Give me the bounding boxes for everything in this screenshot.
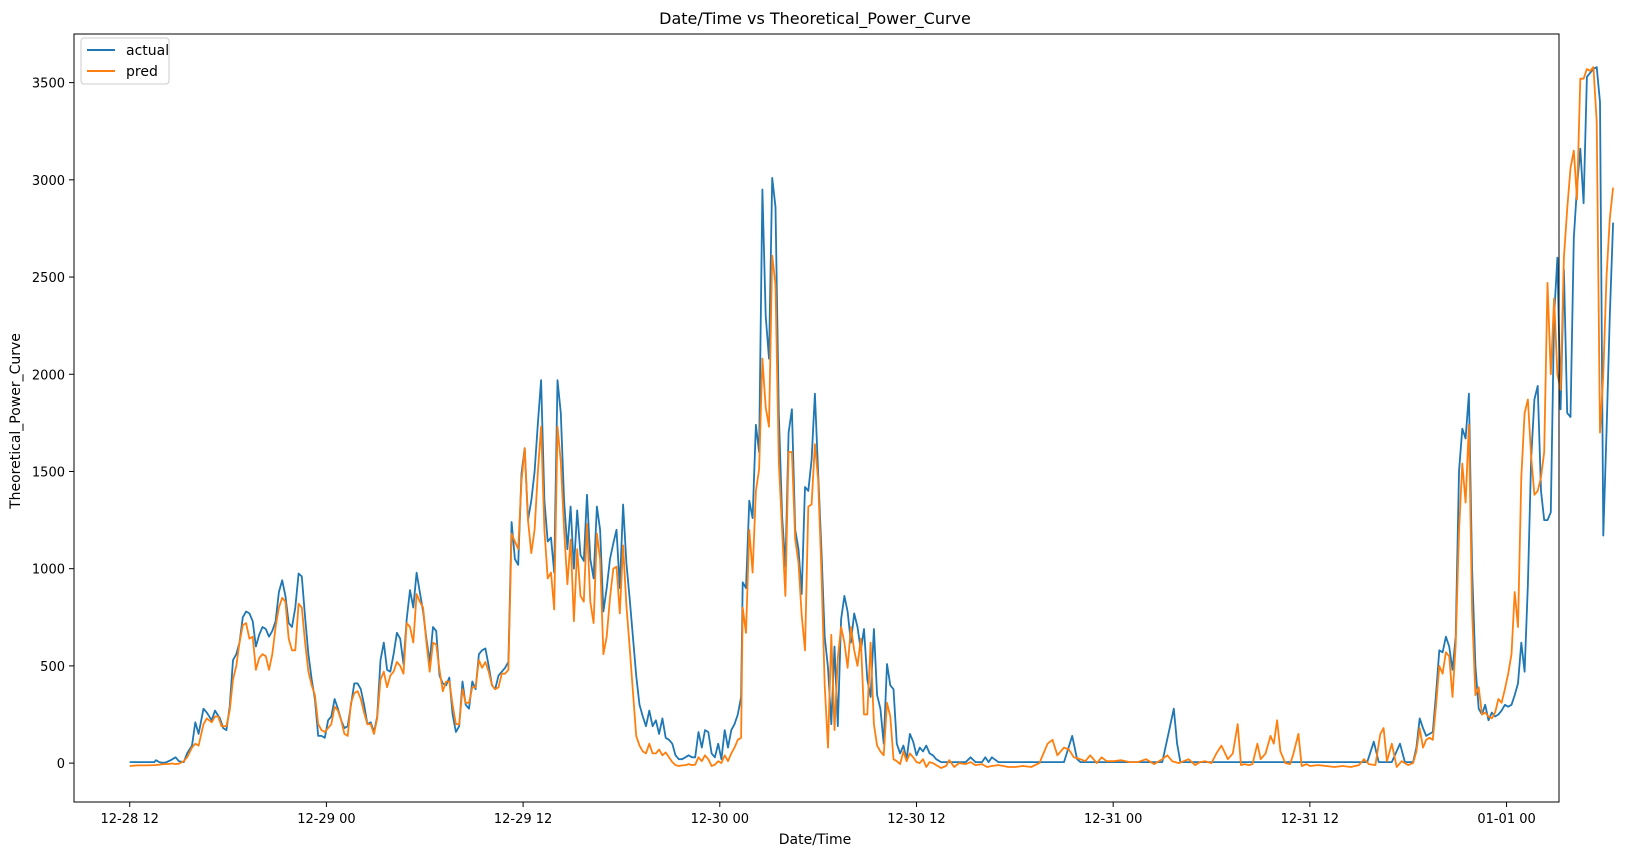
y-tick-label: 2000: [32, 368, 65, 383]
series-line-pred: [129, 66, 1614, 769]
y-tick-label: 1500: [32, 465, 65, 480]
legend-label-actual: actual: [126, 43, 169, 59]
x-tick-label: 12-28 12: [101, 812, 159, 827]
plot-lines: [129, 66, 1614, 769]
x-tick-label: 12-31 12: [1281, 812, 1339, 827]
x-tick-label: 12-29 12: [494, 812, 552, 827]
plot-frame: [73, 33, 1560, 803]
y-axis-ticks: 0 500 1000 1500 2000 2500 3000 3500: [32, 77, 74, 772]
x-axis-title: Date/Time: [779, 832, 851, 848]
x-tick-label: 01-01 00: [1477, 812, 1535, 827]
y-tick-label: 3000: [32, 174, 65, 189]
x-tick-label: 12-30 12: [887, 812, 945, 827]
x-tick-label: 12-29 00: [297, 812, 355, 827]
chart-title: Date/Time vs Theoretical_Power_Curve: [659, 9, 971, 29]
x-tick-label: 12-30 00: [691, 812, 749, 827]
y-tick-label: 0: [57, 757, 65, 772]
x-tick-label: 12-31 00: [1084, 812, 1142, 827]
legend-label-pred: pred: [126, 64, 158, 80]
x-axis-ticks: 12-28 12 12-29 00 12-29 12 12-30 00 12-30 12…: [101, 802, 1536, 827]
legend: actual pred: [80, 37, 170, 85]
y-tick-label: 500: [40, 660, 65, 675]
series-line-actual: [129, 66, 1614, 764]
y-tick-label: 3500: [32, 77, 65, 92]
y-axis-title: Theoretical_Power_Curve: [8, 333, 24, 510]
y-tick-label: 2500: [32, 271, 65, 286]
y-tick-label: 1000: [32, 563, 65, 578]
